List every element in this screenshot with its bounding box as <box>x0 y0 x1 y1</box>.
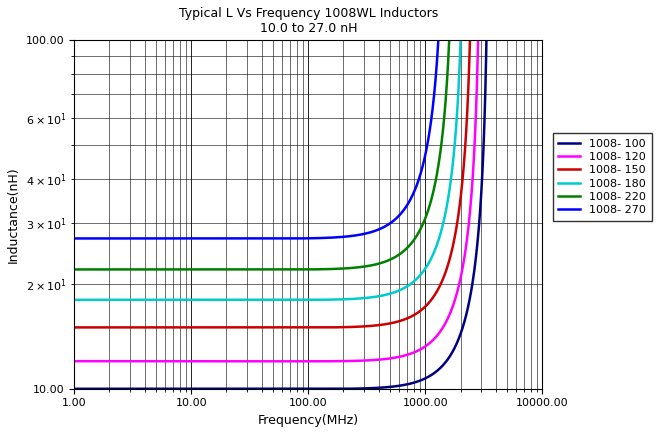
1008- 150 <box>250 325 258 330</box>
1008- 180 <box>152 297 159 302</box>
1008- 220 <box>124 267 132 272</box>
1008- 220 <box>250 267 258 272</box>
1008- 100 <box>124 386 132 391</box>
1008- 220 <box>152 267 159 272</box>
Line: 1008- 150: 1008- 150 <box>74 37 470 328</box>
1008- 100 <box>71 386 78 391</box>
1008- 180 <box>124 297 132 302</box>
1008- 270 <box>71 236 78 241</box>
1008- 180 <box>71 297 78 302</box>
Line: 1008- 270: 1008- 270 <box>74 34 439 239</box>
1008- 270 <box>270 236 278 241</box>
Line: 1008- 220: 1008- 220 <box>74 35 449 270</box>
1008- 100 <box>250 386 258 391</box>
1008- 150 <box>71 325 78 330</box>
Line: 1008- 180: 1008- 180 <box>74 33 461 300</box>
Line: 1008- 100: 1008- 100 <box>74 40 486 389</box>
Title: Typical L Vs Frequency 1008WL Inductors
10.0 to 27.0 nH: Typical L Vs Frequency 1008WL Inductors … <box>179 7 438 35</box>
1008- 120 <box>250 358 258 364</box>
1008- 150 <box>152 325 159 330</box>
1008- 120 <box>270 358 278 364</box>
Y-axis label: Inductance(nH): Inductance(nH) <box>7 166 20 263</box>
1008- 120 <box>71 358 78 364</box>
1008- 270 <box>250 236 258 241</box>
1008- 150 <box>270 325 278 330</box>
1008- 270 <box>124 236 132 241</box>
1008- 100 <box>478 164 486 169</box>
1008- 180 <box>250 297 258 302</box>
1008- 220 <box>270 267 278 272</box>
Line: 1008- 120: 1008- 120 <box>74 36 478 362</box>
1008- 180 <box>270 297 278 302</box>
1008- 100 <box>270 386 278 391</box>
X-axis label: Frequency(MHz): Frequency(MHz) <box>258 414 358 427</box>
1008- 120 <box>152 358 159 364</box>
1008- 220 <box>71 267 78 272</box>
1008- 150 <box>124 325 132 330</box>
1008- 270 <box>152 236 159 241</box>
Legend: 1008- 100, 1008- 120, 1008- 150, 1008- 180, 1008- 220, 1008- 270: 1008- 100, 1008- 120, 1008- 150, 1008- 1… <box>552 133 652 221</box>
1008- 100 <box>152 386 159 391</box>
1008- 120 <box>124 358 132 364</box>
